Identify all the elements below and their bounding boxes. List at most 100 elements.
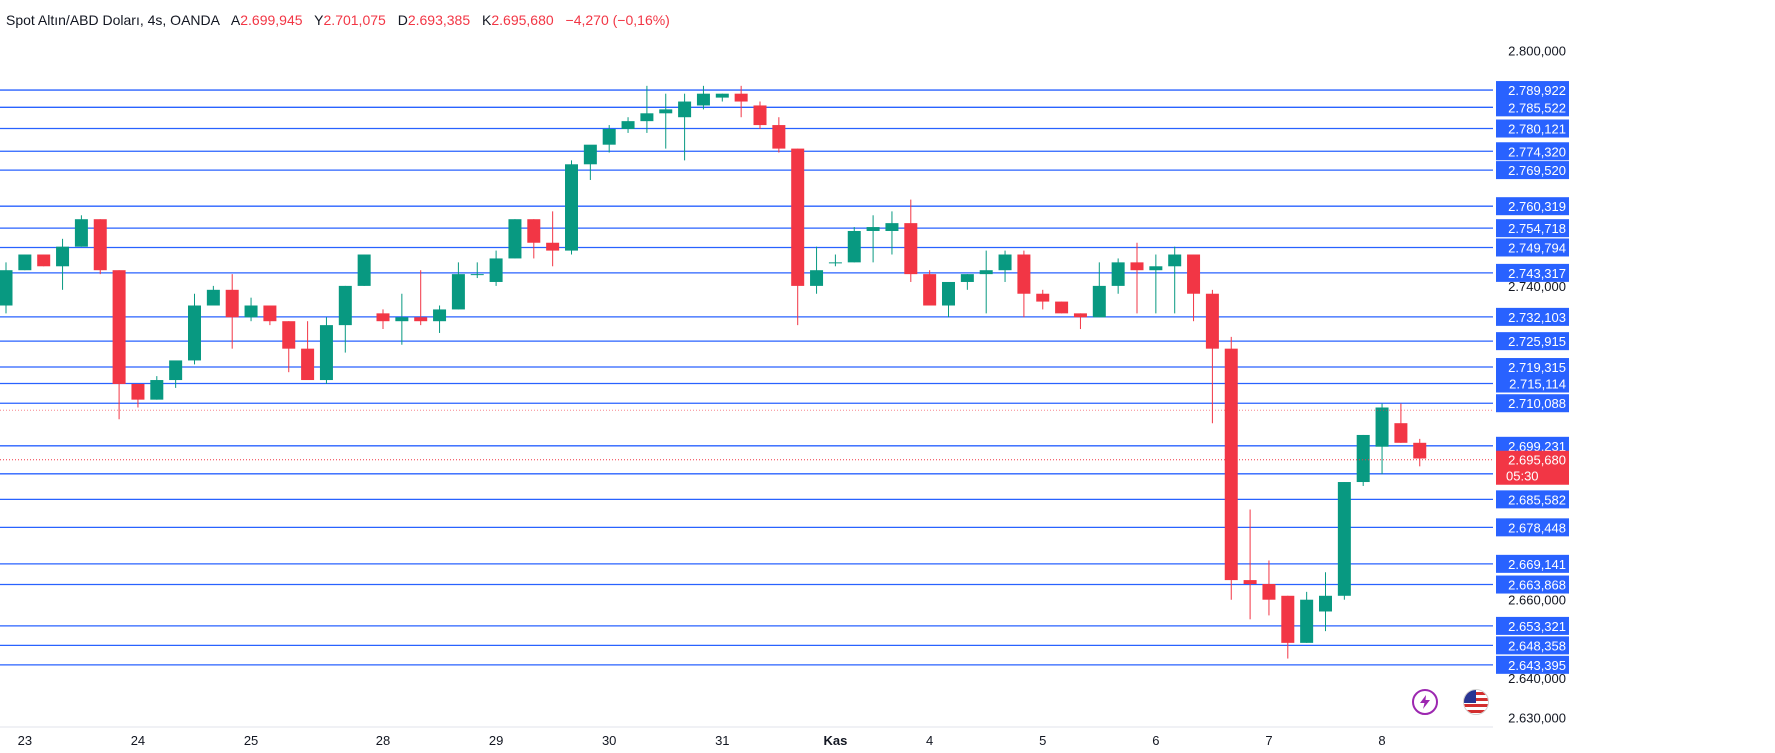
x-tick-label: 25 bbox=[244, 733, 258, 748]
candle-body bbox=[376, 313, 390, 322]
x-tick-label: 28 bbox=[376, 733, 390, 748]
candle-body bbox=[866, 227, 880, 231]
y-tick-label: 2.640,000 bbox=[1508, 671, 1566, 686]
x-tick-label: 8 bbox=[1378, 733, 1385, 748]
candle-body bbox=[338, 285, 352, 326]
candle-body bbox=[810, 270, 824, 286]
candle-body bbox=[1243, 580, 1257, 585]
x-tick-label: Kas bbox=[823, 733, 847, 748]
lightning-icon[interactable] bbox=[1412, 689, 1438, 715]
level-badge bbox=[1496, 394, 1569, 413]
candle-body bbox=[772, 125, 786, 149]
level-badge bbox=[1496, 219, 1569, 238]
x-tick-label: 5 bbox=[1039, 733, 1046, 748]
time-axis[interactable]: 23 24 25 28 29 30 31 Kas 4 5 6 7 8 bbox=[18, 733, 1386, 748]
candle-body bbox=[319, 325, 333, 381]
level-badge bbox=[1496, 636, 1569, 655]
open-label: A bbox=[230, 12, 241, 28]
level-badge bbox=[1496, 142, 1569, 161]
candle-body bbox=[470, 274, 484, 276]
candle-body bbox=[828, 262, 842, 264]
level-badge bbox=[1496, 436, 1569, 455]
close-value: 2.695,680 bbox=[491, 12, 554, 28]
change-value: −4,270 (−0,16%) bbox=[565, 12, 670, 28]
candle-body bbox=[18, 254, 32, 271]
candle-body bbox=[960, 274, 974, 282]
price-axis[interactable]: 2.800,000 2.740,000 2.660,000 2.640,000 2.63… bbox=[1496, 44, 1569, 726]
level-badge-label: 2.669,141 bbox=[1508, 557, 1566, 572]
candle-body bbox=[1413, 442, 1427, 459]
candle-body bbox=[602, 128, 616, 145]
x-tick-label: 6 bbox=[1152, 733, 1159, 748]
level-badge-label: 2.643,395 bbox=[1508, 658, 1566, 673]
us-flag-icon[interactable] bbox=[1463, 689, 1489, 715]
level-badge-label: 2.749,794 bbox=[1508, 240, 1566, 255]
level-badge bbox=[1496, 374, 1569, 393]
candle-body bbox=[715, 93, 729, 98]
level-badge bbox=[1496, 616, 1569, 635]
x-tick-label: 7 bbox=[1265, 733, 1272, 748]
candle-body bbox=[282, 321, 296, 349]
high-value: 2.701,075 bbox=[323, 12, 386, 28]
candle-body bbox=[847, 230, 861, 263]
level-badge bbox=[1496, 197, 1569, 216]
level-badge-label: 2.678,448 bbox=[1508, 520, 1566, 535]
level-badge bbox=[1496, 161, 1569, 180]
candle-body bbox=[640, 113, 654, 122]
open-value: 2.699,945 bbox=[240, 12, 303, 28]
level-badge bbox=[1496, 332, 1569, 351]
x-tick-label: 4 bbox=[926, 733, 933, 748]
candle-body bbox=[433, 309, 447, 322]
candle-body bbox=[489, 258, 503, 282]
level-badge-label: 2.780,121 bbox=[1508, 122, 1566, 137]
level-badge-label: 2.653,321 bbox=[1508, 619, 1566, 634]
current-price-label: 2.695,680 bbox=[1508, 453, 1566, 468]
level-badge-label: 2.732,103 bbox=[1508, 310, 1566, 325]
candle-body bbox=[565, 164, 578, 251]
candle-body bbox=[1394, 423, 1408, 443]
candle-body bbox=[357, 254, 371, 286]
candle-body bbox=[753, 105, 767, 126]
candle-body bbox=[696, 93, 710, 106]
candle-body bbox=[1092, 285, 1106, 318]
level-badge-label: 2.648,358 bbox=[1508, 638, 1566, 653]
candle-body bbox=[621, 121, 635, 129]
candle-body bbox=[527, 219, 541, 243]
high-label: Y bbox=[314, 12, 324, 28]
candlestick-series bbox=[0, 85, 1427, 659]
candle-body bbox=[0, 270, 13, 306]
candle-body bbox=[1130, 262, 1144, 271]
level-badge bbox=[1496, 263, 1569, 282]
candle-body bbox=[150, 380, 164, 400]
x-tick-label: 29 bbox=[489, 733, 503, 748]
price-reference-lines bbox=[0, 409, 1493, 461]
candle-body bbox=[904, 223, 918, 275]
level-badge-label: 2.715,114 bbox=[1509, 377, 1566, 392]
candle-body bbox=[659, 109, 673, 114]
candle-body bbox=[1300, 599, 1314, 643]
candle-body bbox=[1111, 262, 1125, 286]
level-badge-label: 2.663,868 bbox=[1508, 578, 1566, 593]
level-badge bbox=[1496, 119, 1569, 138]
level-badge bbox=[1496, 655, 1569, 674]
level-badge-label: 2.785,522 bbox=[1508, 100, 1566, 115]
candle-body bbox=[414, 317, 428, 322]
candle-body bbox=[734, 93, 748, 102]
candle-body bbox=[395, 317, 409, 322]
candle-body bbox=[301, 348, 315, 381]
level-badge bbox=[1496, 238, 1569, 257]
level-badge bbox=[1496, 81, 1569, 100]
candle-body bbox=[1187, 254, 1201, 294]
level-badge-label: 2.719,315 bbox=[1508, 360, 1566, 375]
candle-body bbox=[546, 242, 560, 251]
candle-body bbox=[583, 144, 597, 165]
candle-body bbox=[93, 219, 107, 271]
candle-body bbox=[1356, 434, 1370, 483]
candle-body bbox=[942, 281, 955, 306]
candle-body bbox=[979, 270, 993, 275]
candle-body bbox=[1036, 293, 1050, 302]
level-badge bbox=[1496, 554, 1569, 573]
symbol-legend[interactable]: Spot Altın/ABD Doları, 4s, OANDA A2.699,… bbox=[6, 12, 670, 28]
level-badge-label: 2.743,317 bbox=[1508, 266, 1566, 281]
